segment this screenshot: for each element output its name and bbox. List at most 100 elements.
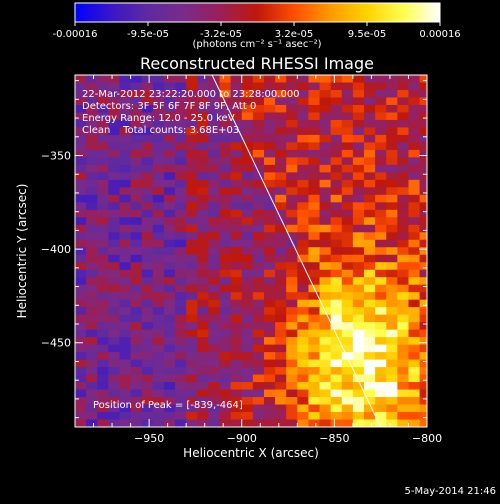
- heatmap-cell: [297, 82, 309, 91]
- heatmap-cell: [364, 247, 376, 256]
- heatmap-cell: [241, 382, 254, 391]
- heatmap-cell: [219, 314, 232, 323]
- heatmap-cell: [75, 104, 87, 113]
- heatmap-cell: [208, 157, 221, 166]
- heatmap-cell: [352, 149, 365, 158]
- heatmap-cell: [397, 269, 409, 278]
- heatmap-cell: [97, 397, 109, 406]
- heatmap-cell: [97, 134, 109, 143]
- heatmap-cell: [408, 104, 421, 113]
- heatmap-cell: [97, 262, 109, 271]
- heatmap-cell: [130, 397, 143, 406]
- heatmap-cell: [86, 247, 98, 256]
- heatmap-cell: [275, 299, 287, 308]
- heatmap-cell: [152, 344, 165, 353]
- heatmap-cell: [86, 112, 98, 121]
- heatmap-cell: [219, 112, 232, 121]
- heatmap-cell: [152, 404, 165, 413]
- heatmap-cell: [386, 82, 398, 91]
- heatmap-cell: [364, 337, 376, 346]
- heatmap-cell: [241, 314, 254, 323]
- heatmap-cell: [75, 82, 87, 91]
- heatmap-cell: [286, 209, 298, 218]
- heatmap-cell: [319, 112, 332, 121]
- heatmap-cell: [297, 277, 309, 286]
- heatmap-cell: [275, 367, 287, 376]
- heatmap-cell: [352, 134, 365, 143]
- heatmap-cell: [341, 164, 354, 173]
- heatmap-cell: [319, 82, 332, 91]
- heatmap-cell: [86, 97, 98, 106]
- heatmap-cell: [208, 329, 221, 338]
- heatmap-cell: [386, 202, 398, 211]
- heatmap-cell: [75, 397, 87, 406]
- heatmap-cell: [386, 232, 398, 241]
- heatmap-cell: [197, 187, 209, 196]
- heatmap-cell: [275, 119, 287, 128]
- heatmap-cell: [175, 112, 187, 121]
- heatmap-cell: [364, 314, 376, 323]
- heatmap-cell: [263, 89, 276, 98]
- heatmap-cell: [163, 142, 176, 151]
- heatmap-cell: [397, 75, 409, 83]
- heatmap-cell: [375, 307, 387, 316]
- heatmap-cell: [419, 187, 427, 196]
- heatmap-cell: [208, 194, 221, 203]
- heatmap-cell: [141, 419, 154, 427]
- heatmap-cell: [375, 367, 387, 376]
- heatmap-cell: [219, 127, 232, 136]
- annotation-detectors: Detectors: 3F 5F 6F 7F 8F 9F, Att 0: [82, 101, 256, 112]
- heatmap-cell: [141, 329, 154, 338]
- heatmap-cell: [341, 112, 354, 121]
- heatmap-cell: [119, 247, 132, 256]
- heatmap-cell: [208, 344, 221, 353]
- heatmap-cell: [375, 329, 387, 338]
- heatmap-cell: [186, 187, 198, 196]
- heatmap-cell: [141, 352, 154, 361]
- heatmap-cell: [163, 157, 176, 166]
- heatmap-cell: [297, 157, 309, 166]
- heatmap-cell: [419, 112, 427, 121]
- heatmap-cell: [263, 127, 276, 136]
- heatmap-cell: [386, 374, 398, 383]
- heatmap-cell: [130, 97, 143, 106]
- heatmap-cell: [408, 284, 421, 293]
- heatmap-cell: [275, 112, 287, 121]
- heatmap-cell: [352, 112, 365, 121]
- heatmap-cell: [364, 299, 376, 308]
- heatmap-cell: [75, 329, 87, 338]
- heatmap-cell: [186, 142, 198, 151]
- heatmap-cell: [408, 97, 421, 106]
- heatmap-cell: [108, 284, 120, 293]
- heatmap-cell: [275, 404, 287, 413]
- heatmap-cell: [341, 314, 354, 323]
- heatmap-cell: [152, 127, 165, 136]
- heatmap-cell: [419, 119, 427, 128]
- heatmap-cell: [297, 374, 309, 383]
- heatmap-cell: [286, 89, 298, 98]
- heatmap-cell: [163, 172, 176, 181]
- heatmap-cell: [75, 254, 87, 263]
- heatmap-cell: [386, 329, 398, 338]
- heatmap-cell: [263, 134, 276, 143]
- heatmap-cell: [364, 172, 376, 181]
- heatmap-cell: [397, 164, 409, 173]
- heatmap-cell: [352, 209, 365, 218]
- heatmap-cell: [375, 292, 387, 301]
- heatmap-cell: [186, 164, 198, 173]
- heatmap-cell: [319, 284, 332, 293]
- heatmap-cell: [408, 164, 421, 173]
- heatmap-cell: [386, 254, 398, 263]
- heatmap-cell: [219, 292, 232, 301]
- heatmap-cell: [175, 284, 187, 293]
- heatmap-cell: [286, 97, 298, 106]
- heatmap-cell: [297, 187, 309, 196]
- heatmap-cell: [186, 352, 198, 361]
- heatmap-cell: [286, 419, 298, 427]
- heatmap-cell: [252, 277, 265, 286]
- heatmap-cell: [230, 412, 243, 421]
- heatmap-cell: [352, 292, 365, 301]
- heatmap-cell: [375, 202, 387, 211]
- heatmap-cell: [141, 104, 154, 113]
